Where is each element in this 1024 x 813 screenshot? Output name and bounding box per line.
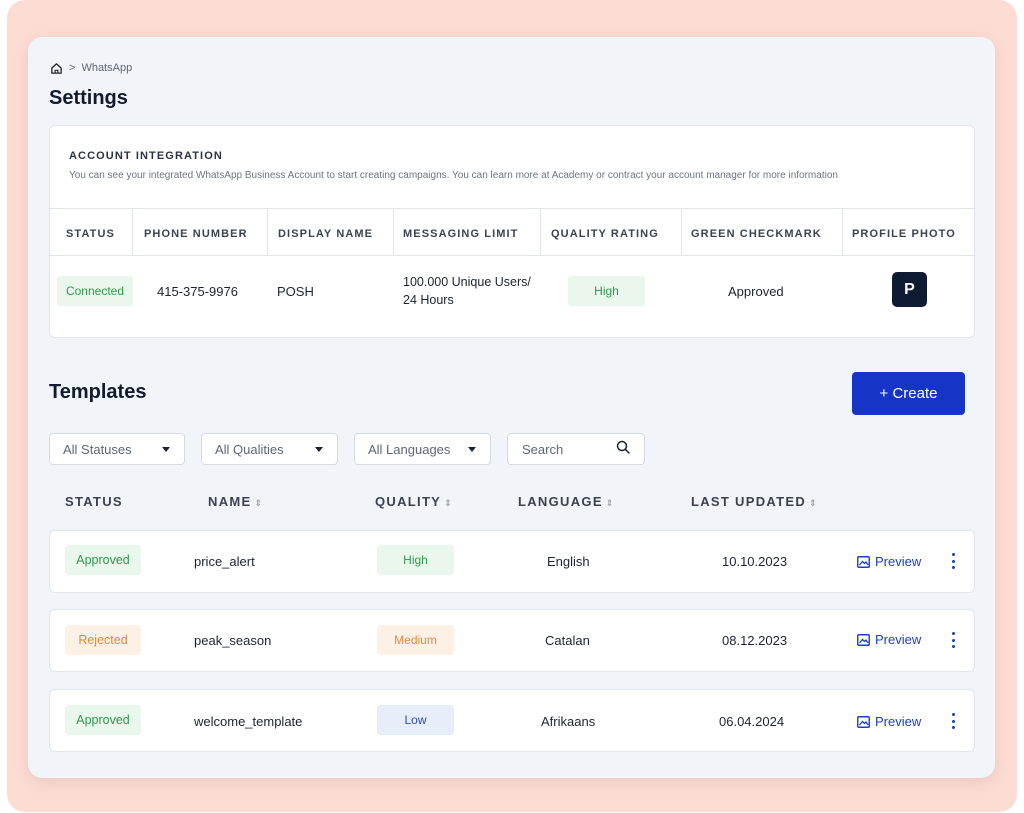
image-icon [857,555,870,568]
create-template-button[interactable]: + Create [852,372,965,415]
templates-title: Templates [49,381,147,403]
image-icon [857,633,870,646]
display-name: POSH [277,284,314,299]
column-header-green-checkmark: GREEN CHECKMARK [691,228,822,240]
status-filter-dropdown[interactable]: All Statuses [49,433,185,465]
quality-filter-dropdown[interactable]: All Qualities [201,433,338,465]
template-status-badge: Approved [65,705,141,735]
column-divider [842,208,843,255]
language-filter-value: All Languages [368,441,451,457]
chevron-down-icon [162,446,170,452]
home-icon[interactable] [50,62,63,75]
image-icon [857,715,870,728]
column-divider [132,208,133,255]
connection-status-badge: Connected [57,276,133,306]
sort-icon: ⇕ [605,498,614,508]
breadcrumb: > WhatsApp [50,60,132,76]
column-header-quality[interactable]: QUALITY ⇕ [375,494,452,509]
column-divider [267,208,268,255]
template-name: price_alert [194,554,255,569]
breadcrumb-separator: > [69,62,76,74]
sort-icon: ⇕ [444,498,452,508]
search-input[interactable] [522,441,612,457]
table-divider [50,255,974,256]
template-language: English [547,554,590,569]
column-divider [393,208,394,255]
phone-number: 415-375-9976 [157,284,238,299]
template-row[interactable] [49,689,975,752]
preview-link[interactable]: Preview [857,714,921,729]
column-header-language[interactable]: LANGUAGE ⇕ [518,494,614,509]
chevron-down-icon [315,446,323,452]
profile-photo: P [892,272,927,307]
column-divider [540,208,541,255]
more-options-icon[interactable] [948,713,958,729]
more-options-icon[interactable] [948,553,958,569]
template-last-updated: 10.10.2023 [722,554,788,569]
column-header-status: STATUS [65,494,123,509]
sort-icon: ⇕ [809,498,817,508]
template-quality-badge: Low [377,705,454,735]
template-status-badge: Rejected [65,625,141,655]
messaging-limit-line1: 100.000 Unique Users/ [403,275,531,289]
template-last-updated: 06.04.2024 [719,714,785,729]
column-header-quality-rating: QUALITY RATING [551,228,659,240]
template-quality-badge: Medium [377,625,454,655]
column-header-phone-number: PHONE NUMBER [144,228,248,240]
page-title: Settings [49,87,128,109]
template-language: Catalan [545,633,590,648]
template-language: Afrikaans [541,714,596,729]
breadcrumb-current[interactable]: WhatsApp [81,62,133,74]
chevron-down-icon [468,446,476,452]
preview-link[interactable]: Preview [857,554,921,569]
template-last-updated: 08.12.2023 [722,633,788,648]
more-options-icon[interactable] [948,632,958,648]
table-divider [50,208,974,209]
search-icon[interactable] [616,440,630,459]
column-header-profile-photo: PROFILE PHOTO [852,228,956,240]
template-status-badge: Approved [65,545,141,575]
preview-link[interactable]: Preview [857,632,921,647]
column-header-display-name: DISPLAY NAME [278,228,374,240]
column-header-name[interactable]: NAME ⇕ [208,494,263,509]
template-row[interactable] [49,530,975,593]
template-name: welcome_template [194,714,303,729]
status-filter-value: All Statuses [63,441,132,457]
column-header-messaging-limit: MESSAGING LIMIT [403,228,519,240]
green-checkmark-status: Approved [728,284,784,299]
quality-rating-badge: High [568,276,645,306]
template-search[interactable] [507,433,645,465]
column-divider [681,208,682,255]
account-integration-card [49,125,975,338]
account-integration-description: You can see your integrated WhatsApp Bus… [69,170,838,181]
column-header-last-updated[interactable]: LAST UPDATED ⇕ [691,494,817,509]
messaging-limit-line2: 24 Hours [403,293,454,307]
sort-icon: ⇕ [254,498,263,508]
language-filter-dropdown[interactable]: All Languages [354,433,491,465]
template-name: peak_season [194,633,272,648]
template-quality-badge: High [377,545,454,575]
quality-filter-value: All Qualities [215,441,284,457]
account-integration-title: ACCOUNT INTEGRATION [69,150,223,162]
template-row[interactable] [49,609,975,672]
column-header-status: STATUS [66,228,115,240]
